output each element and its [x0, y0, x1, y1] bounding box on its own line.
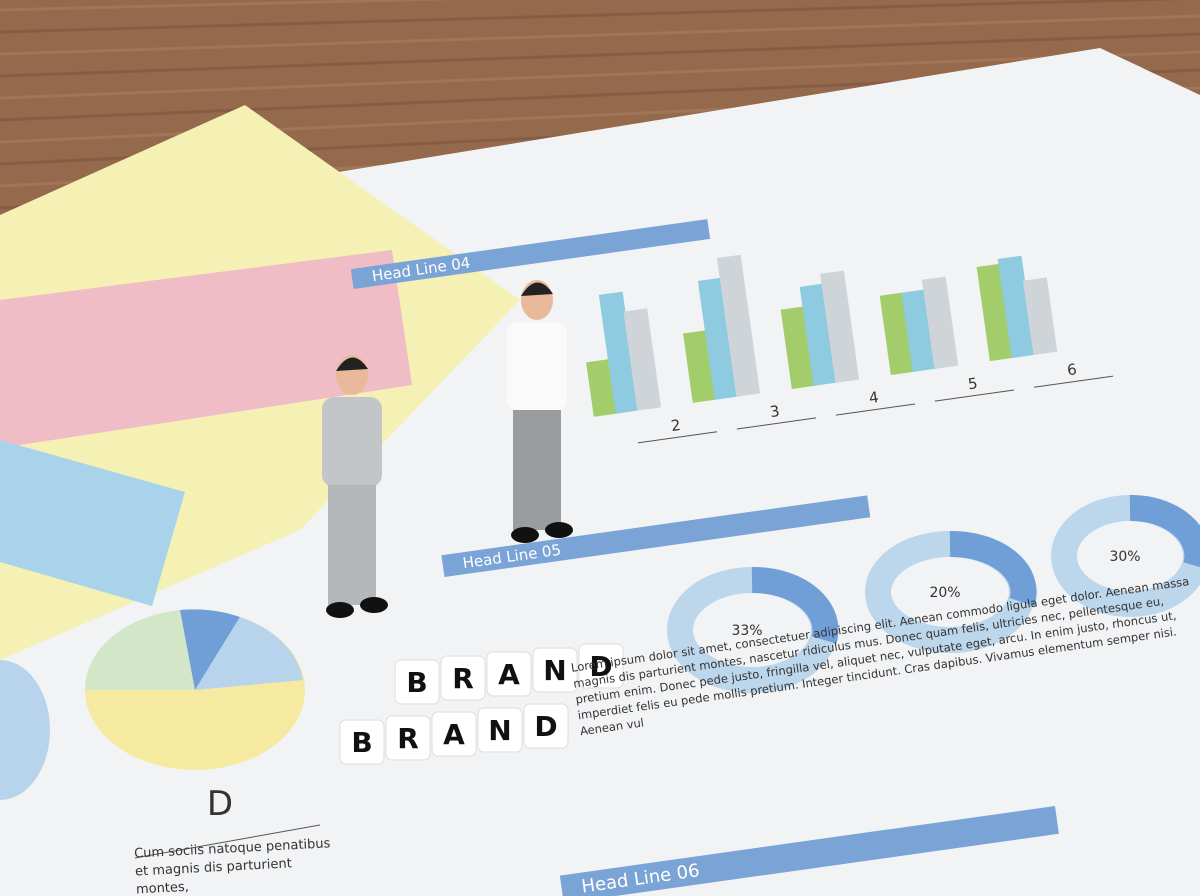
wood-grain	[0, 32, 1200, 78]
shoe	[511, 527, 539, 543]
headline-band	[559, 805, 1059, 896]
letter-block	[385, 715, 431, 761]
pie-slice	[195, 617, 303, 690]
bar-shape	[799, 283, 838, 386]
block-letter: R	[452, 662, 474, 695]
shoe	[326, 602, 354, 618]
shoe	[360, 597, 388, 613]
bar-shape	[976, 263, 1014, 362]
donut-segment	[1129, 494, 1200, 568]
torso	[507, 322, 567, 412]
label-rule	[934, 389, 1015, 402]
bar-label: 3	[769, 402, 781, 421]
label-rule	[637, 431, 718, 444]
block-letter: B	[406, 666, 427, 699]
block-letter: N	[488, 714, 511, 747]
letter-block	[532, 647, 578, 693]
label-rule	[835, 403, 916, 416]
donut-segment	[751, 566, 839, 644]
letter-block	[339, 719, 385, 765]
hair	[521, 282, 553, 296]
headline-band	[441, 495, 871, 578]
headline-band	[350, 219, 711, 289]
label-rule	[134, 824, 321, 859]
pie-slice	[180, 609, 240, 690]
legs	[328, 485, 376, 605]
bar-shape	[586, 358, 618, 417]
bar-shape	[921, 276, 959, 369]
pie-label: D	[207, 784, 233, 824]
torso	[322, 397, 382, 487]
wood-grain	[0, 50, 1200, 100]
letter-block	[477, 707, 523, 753]
block-letter: N	[543, 654, 566, 687]
label-rule	[1033, 375, 1114, 388]
label-rule	[736, 417, 817, 430]
block-letter: D	[589, 650, 612, 683]
donut-segment	[949, 530, 1037, 606]
blue-bar	[0, 440, 185, 606]
bar-shape	[1023, 277, 1058, 356]
bar-label: 5	[967, 374, 979, 393]
bar-shape	[623, 308, 662, 411]
side-text: Cum sociis natoque penatibus et magnis d…	[133, 836, 331, 896]
pie-left	[0, 660, 50, 800]
bar-label: 2	[670, 416, 682, 435]
wood-grain	[0, 0, 1183, 34]
block-letter: D	[534, 710, 557, 743]
letter-block	[578, 643, 624, 689]
letter-block	[394, 659, 440, 705]
bar-label: 4	[868, 388, 880, 407]
bar-shape	[598, 291, 640, 414]
legs	[513, 410, 561, 530]
bar-shape	[697, 277, 739, 400]
block-letter: A	[498, 658, 520, 691]
block-letter: A	[443, 718, 465, 751]
pie-slice	[84, 610, 195, 690]
donut-label: 30%	[1109, 549, 1140, 565]
wood-grain	[0, 14, 1200, 56]
block-letter: R	[397, 722, 419, 755]
letter-block	[523, 703, 569, 749]
bar-shape	[820, 270, 860, 383]
letter-block	[431, 711, 477, 757]
letter-block	[440, 655, 486, 701]
bar-label: 6	[1066, 360, 1078, 379]
letter-block	[486, 651, 532, 697]
shoe	[545, 522, 573, 538]
donut-label: 20%	[929, 585, 960, 601]
bar-shape	[716, 254, 761, 397]
bar-shape	[997, 255, 1036, 359]
pink-bar	[0, 250, 412, 448]
block-letter: B	[351, 726, 372, 759]
hair	[336, 357, 368, 371]
wood-grain	[0, 0, 461, 12]
donut-label: 33%	[731, 623, 762, 639]
